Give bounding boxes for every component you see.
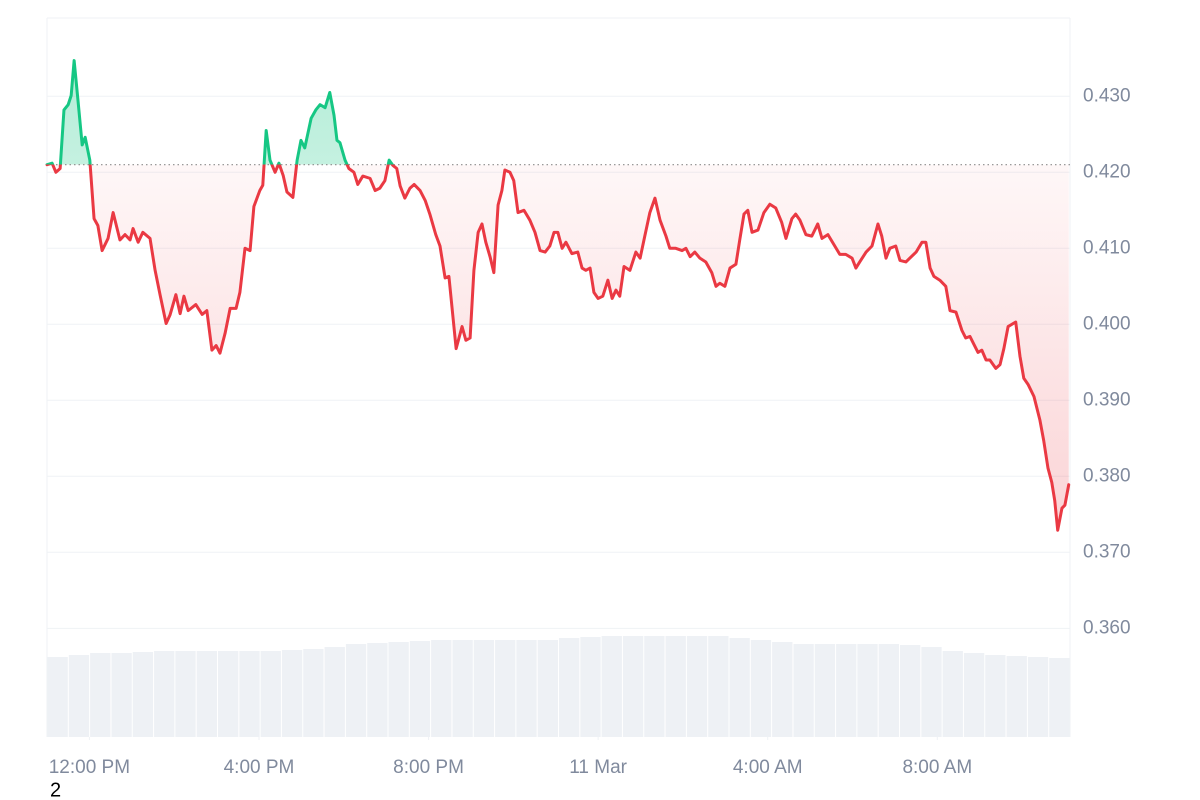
x-tick-label: 12:00 PM [49,757,130,778]
volume-bar [239,651,260,737]
y-tick-label: 0.380 [1083,465,1131,486]
x-tick-label: 8:00 AM [902,757,972,778]
volume-bar [303,649,324,737]
volume-bar [90,653,111,737]
volume-bar [154,651,175,737]
volume-bar [644,636,665,737]
volume-bar [921,647,942,737]
volume-bar [452,640,473,737]
volume-bar [367,643,388,737]
volume-bar [963,653,985,737]
volume-bar [495,640,516,737]
y-tick-label: 0.390 [1083,389,1131,410]
volume-bar [473,640,495,737]
volume-bar [431,640,452,737]
x-tick-label: 4:00 PM [224,757,295,778]
volume-bar [900,645,921,737]
volume-bar [772,642,793,737]
volume-bar [388,642,409,737]
volume-bar [111,653,132,737]
volume-bar [1049,658,1070,737]
volume-layer [47,636,1070,737]
volume-bar [750,640,772,737]
x-tick-label: 4:00 AM [733,757,803,778]
volume-bar [793,644,814,737]
volume-bar [196,651,217,737]
volume-bar [345,644,367,737]
volume-bar [175,651,196,737]
volume-bar [68,655,90,737]
volume-bar [622,636,644,737]
volume-bar [1006,656,1027,737]
data-layer [45,59,1071,532]
volume-bar [47,657,68,737]
y-tick-label: 0.400 [1083,313,1131,334]
volume-bar [836,644,857,737]
x-tick-label: 8:00 PM [393,757,464,778]
volume-bar [665,636,686,737]
volume-bar [601,636,622,737]
volume-bar [708,636,729,737]
volume-bar [260,651,281,737]
price-line [45,59,1071,532]
volume-bar [1027,657,1049,737]
price-area [47,60,1069,531]
y-tick-label: 0.430 [1083,85,1131,106]
volume-bar [537,640,558,737]
volume-bar [559,638,580,737]
y-tick-label: 0.410 [1083,237,1131,258]
volume-bar [324,647,345,737]
volume-bar [985,655,1006,737]
volume-bar [857,644,878,737]
page-label: 2 [50,779,61,800]
volume-bar [281,650,303,737]
volume-bar [132,652,154,737]
volume-bar [516,640,537,737]
volume-bar [686,636,708,737]
volume-bar [580,637,601,737]
volume-bar [729,638,750,737]
volume-bar [409,641,431,737]
y-tick-label: 0.370 [1083,541,1131,562]
volume-bar [218,651,239,737]
x-tick-label: 11 Mar [569,757,627,778]
y-tick-label: 0.420 [1083,161,1131,182]
volume-bar [942,651,963,737]
volume-bar [814,644,836,737]
y-tick-label: 0.360 [1083,617,1131,638]
volume-bar [878,644,899,737]
